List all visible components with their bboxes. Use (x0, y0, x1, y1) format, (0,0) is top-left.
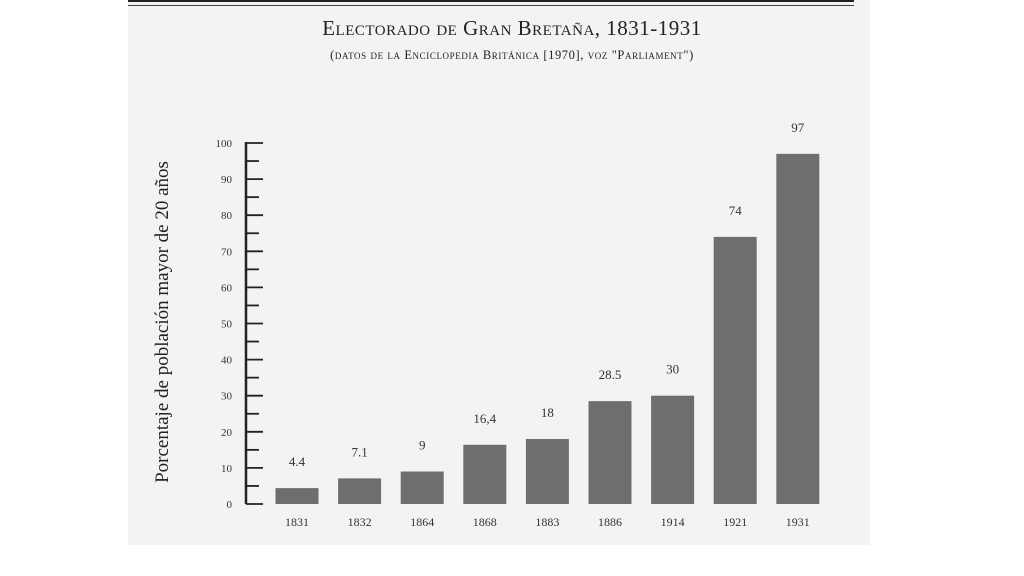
x-category-label: 1864 (410, 515, 434, 529)
y-tick-label: 0 (227, 499, 233, 511)
x-category-label: 1832 (348, 515, 372, 529)
data-label: 97 (791, 120, 805, 135)
data-label: 16,4 (473, 411, 496, 426)
bar (713, 236, 757, 505)
data-label: 28.5 (599, 367, 622, 382)
y-tick-label: 30 (221, 391, 233, 403)
bar (588, 401, 632, 504)
y-tick-label: 80 (221, 210, 233, 222)
x-category-label: 1886 (598, 515, 622, 529)
y-tick-label: 50 (221, 319, 233, 331)
data-label: 9 (419, 438, 426, 453)
x-category-label: 1921 (723, 515, 747, 529)
y-tick-label: 100 (216, 138, 233, 150)
top-rule-thin (128, 5, 854, 6)
bar (651, 395, 695, 504)
x-category-label: 1883 (535, 515, 559, 529)
y-tick-label: 70 (221, 246, 233, 258)
data-label: 4.4 (289, 454, 306, 469)
bar (400, 471, 444, 504)
y-axis-label: Porcentaje de población mayor de 20 años (152, 161, 173, 483)
y-tick-label: 90 (221, 174, 233, 186)
x-category-label: 1868 (473, 515, 497, 529)
data-label: 7.1 (351, 444, 367, 459)
bar (338, 478, 382, 504)
y-tick-label: 60 (221, 282, 233, 294)
bar (776, 153, 820, 504)
top-rule (128, 0, 854, 2)
x-category-label: 1914 (661, 515, 685, 529)
y-tick-label: 10 (221, 463, 233, 475)
bars: 4.4 1831 7.1 1832 9 1864 16,4 1868 18 1883 28.5 188… (275, 120, 820, 529)
x-category-label: 1931 (786, 515, 810, 529)
bar (463, 444, 507, 504)
bar (525, 439, 569, 504)
x-category-label: 1831 (285, 515, 309, 529)
y-axis: 0 10 20 30 40 50 60 70 80 90 100 (216, 138, 263, 511)
y-tick-label: 20 (221, 427, 233, 439)
bar (275, 488, 319, 504)
data-label: 18 (541, 405, 554, 420)
data-label: 30 (666, 362, 679, 377)
chart-subtitle: (datos de la Enciclopedia Británica [197… (330, 48, 694, 62)
data-label: 74 (729, 203, 743, 218)
y-tick-label: 40 (221, 355, 233, 367)
chart-title: Electorado de Gran Bretaña, 1831-1931 (322, 16, 702, 40)
